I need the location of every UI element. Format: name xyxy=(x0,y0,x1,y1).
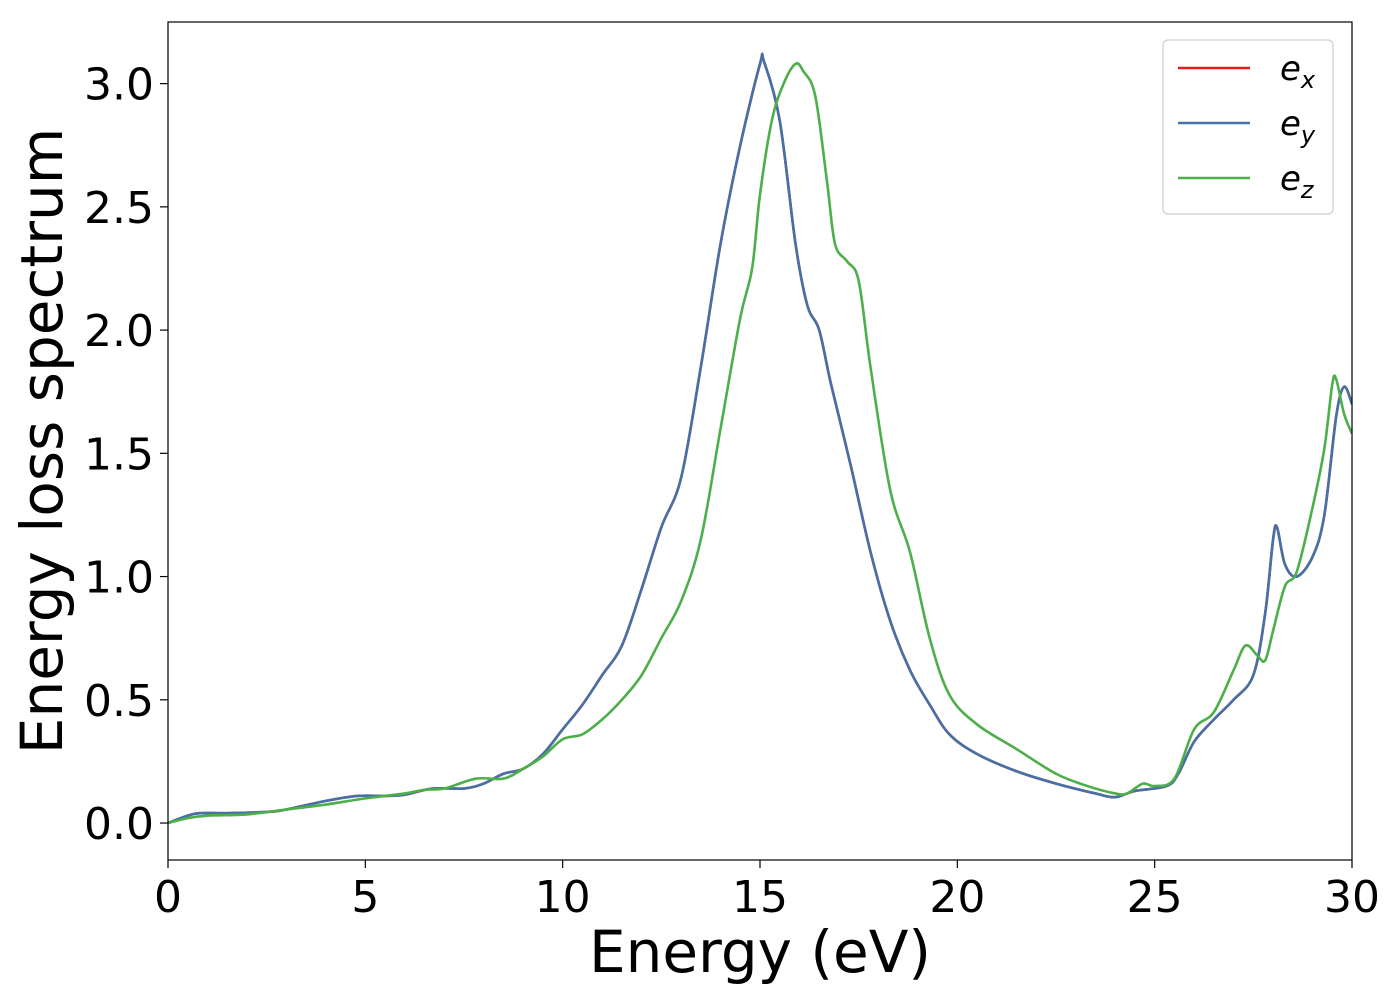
y-tick-label: 2.5 xyxy=(84,183,154,234)
y-tick-label: 3.0 xyxy=(84,60,154,111)
y-axis-label: Energy loss spectrum xyxy=(8,128,76,754)
x-tick-label: 10 xyxy=(535,872,591,923)
x-tick-label: 0 xyxy=(154,872,182,923)
y-tick-label: 2.0 xyxy=(84,306,154,357)
y-tick-label: 0.0 xyxy=(84,799,154,850)
series-line-ez xyxy=(168,62,1352,825)
y-tick-label: 0.5 xyxy=(84,676,154,727)
y-tick-label: 1.5 xyxy=(84,429,154,480)
legend-label-ex: ex xyxy=(1280,49,1316,94)
legend-label-ey: ey xyxy=(1280,104,1316,149)
legend-label-ez: ez xyxy=(1280,159,1315,204)
x-tick-label: 20 xyxy=(929,872,985,923)
x-tick-label: 15 xyxy=(732,872,788,923)
x-tick-label: 30 xyxy=(1324,872,1380,923)
x-axis-label: Energy (eV) xyxy=(589,918,931,986)
legend-box xyxy=(1162,39,1334,215)
y-tick-label: 1.0 xyxy=(84,553,154,604)
x-tick-label: 5 xyxy=(351,872,379,923)
plot-area xyxy=(168,22,1352,860)
legend: ex ey ez xyxy=(1162,39,1334,215)
x-tick-label: 25 xyxy=(1127,872,1183,923)
